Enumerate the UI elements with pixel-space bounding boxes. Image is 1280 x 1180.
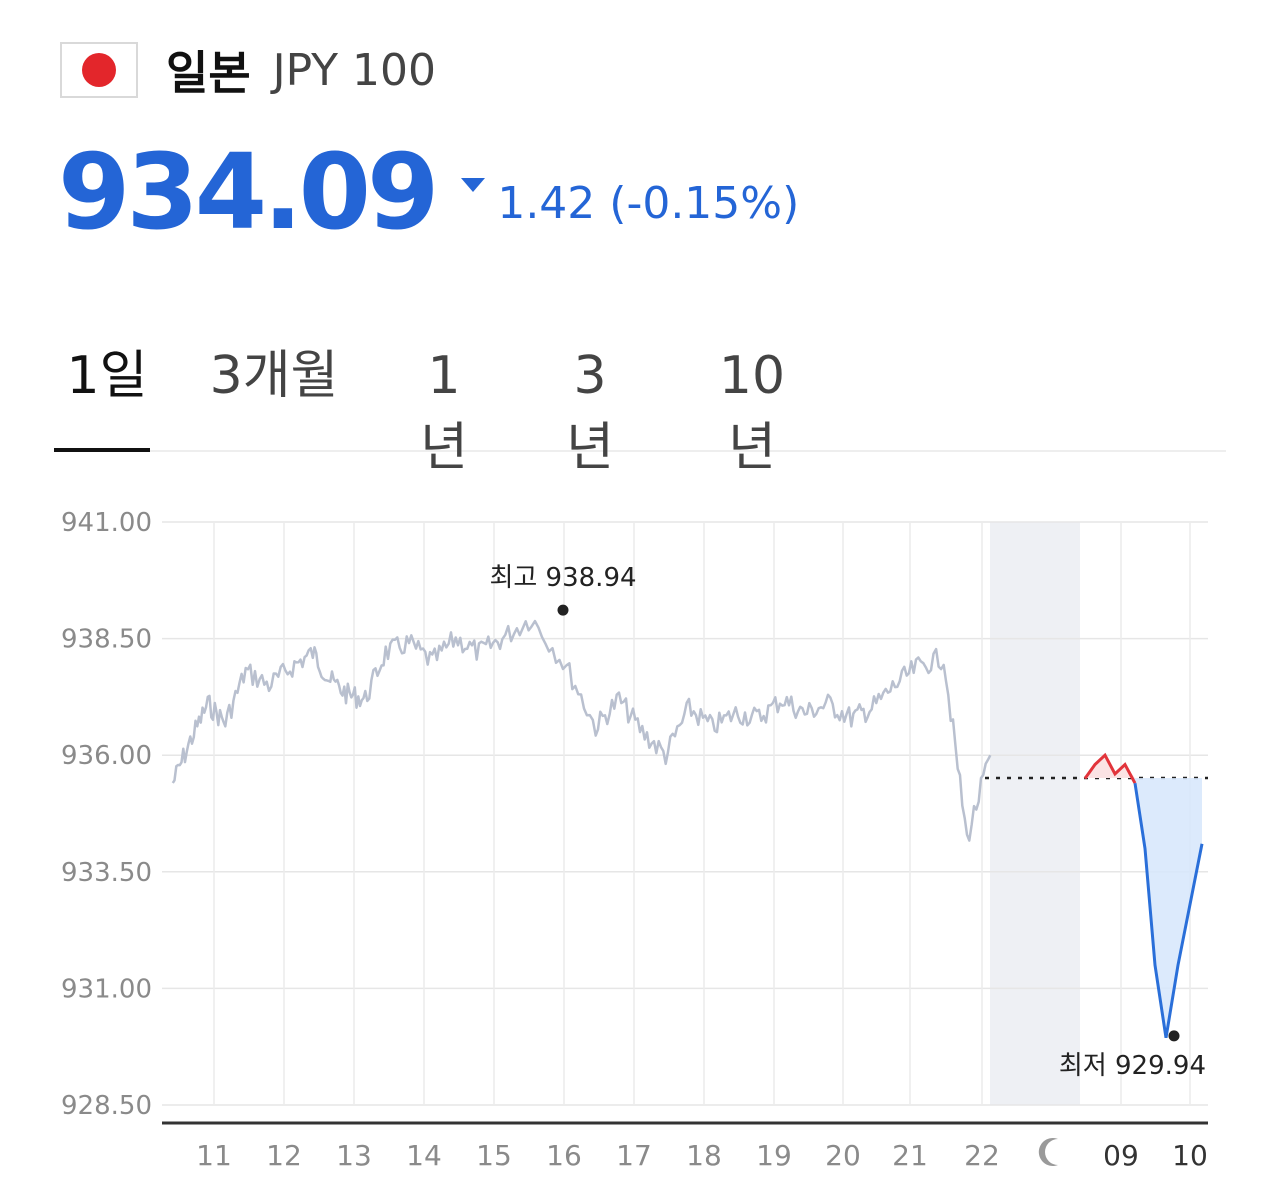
y-tick-label: 931.00 [61, 974, 152, 1004]
x-tick-label: 17 [616, 1139, 652, 1172]
down-area-fill [1125, 764, 1202, 1038]
y-tick-label: 933.50 [61, 858, 152, 888]
current-session-down-line [1133, 782, 1204, 1039]
quote: 934.09 1.42 (-0.15%) [58, 140, 799, 244]
up-area-fill [1082, 755, 1135, 779]
high-point-marker [557, 604, 569, 616]
x-tick-label: 21 [892, 1139, 928, 1172]
y-tick-label: 941.00 [61, 508, 152, 538]
triangle-down-icon [461, 178, 486, 192]
night-session-band [990, 522, 1080, 1105]
x-tick-label: 11 [196, 1139, 232, 1172]
x-tick-label: 12 [266, 1139, 302, 1172]
moon-icon [1038, 1138, 1058, 1166]
x-tick-label: 22 [964, 1139, 1000, 1172]
tab-10y[interactable]: 10년 [718, 346, 786, 478]
x-tick-label: 09 [1103, 1139, 1139, 1172]
low-point-marker [1168, 1030, 1180, 1042]
exchange-rate-chart[interactable]: 941.00 938.50 936.00 933.50 931.00 928.50 11 12… [0, 480, 1280, 1180]
y-tick-label: 936.00 [61, 741, 152, 771]
country-name: 일본 [166, 46, 251, 100]
x-tick-label: 19 [756, 1139, 792, 1172]
x-tick-label: 18 [686, 1139, 722, 1172]
previous-session-line [171, 619, 992, 842]
header: 일본 JPY 100 [60, 38, 436, 102]
period-tabs: 1일 3개월 1년 3년 10년 [54, 340, 1226, 478]
currency-code: JPY 100 [272, 44, 437, 96]
tab-1d[interactable]: 1일 [66, 346, 148, 406]
current-session-up-line [1083, 752, 1137, 784]
tab-3y[interactable]: 3년 [566, 346, 614, 478]
x-tick-label: 16 [546, 1139, 582, 1172]
x-tick-label: 10 [1172, 1139, 1208, 1172]
x-tick-label: 20 [825, 1139, 861, 1172]
active-tab-indicator [54, 448, 150, 452]
x-tick-label: 14 [406, 1139, 442, 1172]
price-change: 1.42 (-0.15%) [497, 178, 800, 229]
current-price: 934.09 [58, 131, 439, 253]
tab-3m[interactable]: 3개월 [209, 346, 339, 406]
japan-flag-icon [60, 42, 138, 98]
x-tick-label: 15 [476, 1139, 512, 1172]
y-tick-label: 928.50 [61, 1091, 152, 1121]
high-label: 최고 938.94 [489, 563, 636, 593]
x-tick-label: 13 [336, 1139, 372, 1172]
low-label: 최저 929.94 [1059, 1051, 1206, 1081]
tab-1y[interactable]: 1년 [420, 346, 468, 478]
y-tick-label: 938.50 [61, 625, 152, 655]
